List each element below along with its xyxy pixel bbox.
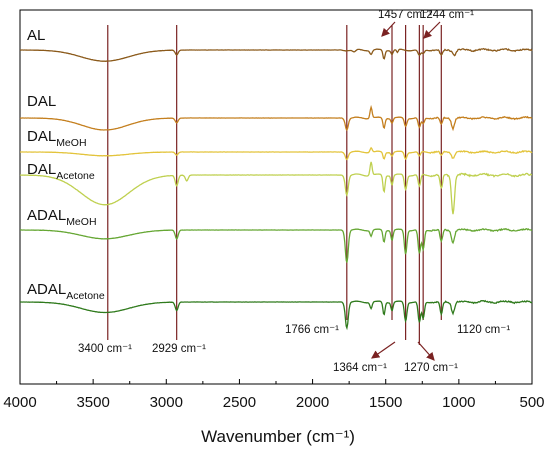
series-label-main: AL xyxy=(27,27,45,44)
x-axis: 4000 3500 3000 2500 2000 1500 1000 500 xyxy=(3,379,545,411)
series-label-adal-acetone: ADALAcetone xyxy=(27,281,105,302)
series-label-dal-acetone: DALAcetone xyxy=(27,161,95,182)
series-label-dal-meoh: DALMeOH xyxy=(27,128,87,149)
spectra xyxy=(19,47,533,331)
annotation-arrow-1270 xyxy=(417,341,435,361)
annotation-arrow-1364 xyxy=(371,341,396,359)
x-tick-label-500: 500 xyxy=(519,394,544,411)
spectrum-dal-meoh xyxy=(20,146,533,161)
spectrum-adal-acetone xyxy=(19,299,533,331)
series-label-main: DAL xyxy=(27,161,56,178)
x-tick-label-4000: 4000 xyxy=(3,394,36,411)
reference-lines xyxy=(107,25,442,345)
annotation-1766: 1766 cm⁻¹ xyxy=(285,324,339,336)
annotations: 3400 cm⁻¹ 2929 cm⁻¹ 1766 cm⁻¹ 1457 cm⁻¹ 1364… xyxy=(78,9,510,374)
series-label-main: DAL xyxy=(27,128,56,145)
x-tick-label-3000: 3000 xyxy=(150,394,183,411)
series-label-adal-meoh: ADALMeOH xyxy=(27,207,97,228)
spectrum-dal xyxy=(19,104,533,132)
series-label-sub: Acetone xyxy=(66,290,105,302)
annotation-1120: 1120 cm⁻¹ xyxy=(457,324,510,336)
x-tick-label-2500: 2500 xyxy=(223,394,256,411)
spectrum-adal-meoh xyxy=(20,227,533,263)
annotation-1364: 1364 cm⁻¹ xyxy=(333,362,387,374)
x-axis-label: Wavenumber (cm⁻¹) xyxy=(201,427,355,446)
series-label-sub: MeOH xyxy=(66,216,96,228)
series-label-sub: Acetone xyxy=(56,170,95,182)
series-label-sub: MeOH xyxy=(56,137,86,149)
series-label-main: ADAL xyxy=(27,281,66,298)
x-tick-label-1000: 1000 xyxy=(442,394,475,411)
annotation-1244: 1244 cm⁻¹ xyxy=(420,9,474,21)
series-label-dal: DAL xyxy=(27,93,56,110)
annotation-1270: 1270 cm⁻¹ xyxy=(404,362,458,374)
x-tick-label-3500: 3500 xyxy=(76,394,109,411)
series-label-main: DAL xyxy=(27,93,56,110)
annotation-3400: 3400 cm⁻¹ xyxy=(78,343,132,355)
annotation-1457: 1457 cm⁻¹ xyxy=(378,9,432,21)
x-tick-label-2000: 2000 xyxy=(296,394,329,411)
x-tick-label-1500: 1500 xyxy=(369,394,402,411)
annotation-arrow-1457 xyxy=(381,21,396,37)
series-labels: ALDALDALMeOHDALAcetoneADALMeOHADALAceton… xyxy=(27,27,105,302)
annotation-arrow-1244 xyxy=(423,21,441,39)
series-label-al: AL xyxy=(27,27,45,44)
annotation-2929: 2929 cm⁻¹ xyxy=(152,343,206,355)
series-label-main: ADAL xyxy=(27,207,66,224)
spectrum-dal-acetone xyxy=(19,161,533,215)
spectrum-al xyxy=(19,47,533,62)
